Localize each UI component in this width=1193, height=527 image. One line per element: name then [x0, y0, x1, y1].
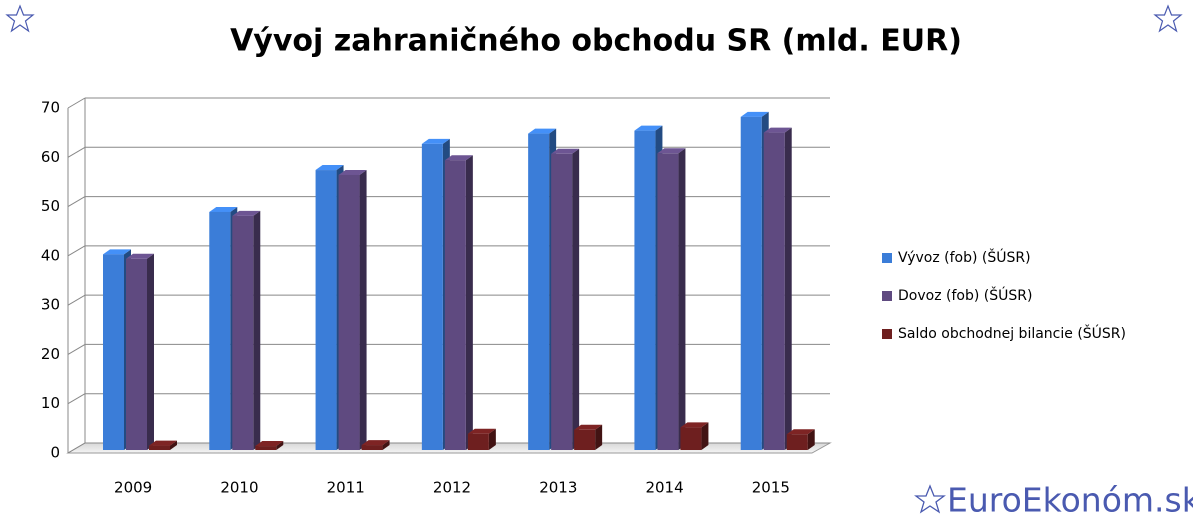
bar	[103, 254, 124, 450]
bar-top	[763, 127, 792, 133]
bar	[551, 153, 573, 451]
bar-top	[421, 138, 450, 144]
bar	[680, 427, 702, 450]
grid-line	[67, 196, 86, 208]
bar-top	[103, 249, 131, 255]
x-tick-label: 2011	[327, 479, 365, 497]
bar-top	[315, 165, 344, 171]
legend-swatch	[882, 291, 892, 301]
y-tick-label: 30	[41, 296, 60, 314]
bar	[657, 153, 679, 451]
legend-label: Vývoz (fob) (ŠÚSR)	[898, 248, 1031, 266]
bar-top	[467, 428, 496, 434]
legend-label: Dovoz (fob) (ŠÚSR)	[898, 286, 1032, 304]
bar-top	[634, 125, 663, 131]
grid-line	[67, 294, 86, 306]
bar	[126, 258, 147, 450]
bar-side	[276, 441, 284, 450]
bar-top	[574, 424, 603, 430]
bar-side	[382, 440, 390, 450]
bar-top	[786, 429, 815, 435]
star-icon	[1153, 4, 1183, 33]
bar	[315, 170, 337, 451]
bar-side	[147, 253, 154, 450]
bar	[421, 143, 443, 450]
bar	[467, 433, 489, 450]
x-tick-label: 2009	[114, 479, 152, 497]
bar-side	[595, 424, 603, 450]
grid-line	[67, 97, 86, 109]
bar-side	[678, 148, 686, 451]
bar-top	[528, 128, 557, 134]
bar-side	[488, 428, 496, 450]
bar	[209, 211, 231, 450]
bar	[763, 132, 785, 450]
y-tick-label: 50	[41, 197, 60, 215]
grid-line	[67, 442, 86, 454]
bar	[361, 445, 383, 450]
y-tick-label: 0	[50, 444, 60, 462]
bar-top	[740, 111, 769, 117]
y-tick-label: 70	[41, 99, 60, 117]
star-icon	[5, 4, 35, 33]
bar-side	[253, 210, 261, 450]
bar	[232, 215, 254, 450]
y-tick-label: 10	[41, 394, 60, 412]
bar	[149, 445, 170, 450]
bar-top	[209, 206, 238, 212]
bar-top	[361, 440, 390, 446]
legend-swatch	[882, 329, 892, 339]
bar	[528, 133, 550, 451]
bar-top	[232, 210, 261, 216]
y-tick-label: 40	[41, 246, 60, 264]
bar-side	[807, 429, 815, 450]
x-tick-label: 2015	[752, 479, 790, 497]
bar-top	[680, 422, 709, 428]
bar	[574, 429, 596, 450]
y-tick-label: 60	[41, 148, 60, 166]
bar-side	[784, 127, 792, 450]
x-tick-label: 2012	[433, 479, 471, 497]
bar-top	[551, 148, 580, 154]
bar	[255, 446, 277, 450]
bar	[634, 130, 656, 450]
star-icon	[914, 484, 946, 514]
bar	[444, 160, 466, 450]
bar	[740, 116, 762, 450]
bar	[786, 434, 808, 450]
legend-swatch	[882, 253, 892, 263]
bar-top	[255, 441, 284, 447]
bar-side	[701, 422, 709, 450]
chart-title: Vývoj zahraničného obchodu SR (mld. EUR)	[230, 24, 962, 59]
grid-line	[67, 343, 86, 355]
grid-line	[67, 146, 86, 158]
grid-line	[67, 393, 86, 405]
grid-line	[67, 245, 86, 257]
bar-side	[465, 155, 473, 450]
bar-top	[444, 155, 473, 161]
bar-top	[657, 148, 686, 154]
bar	[338, 174, 360, 450]
x-tick-label: 2014	[645, 479, 683, 497]
legend-label: Saldo obchodnej bilancie (ŠÚSR)	[898, 324, 1126, 342]
bar-side	[170, 440, 177, 450]
bar-top	[149, 440, 177, 446]
x-tick-label: 2013	[539, 479, 577, 497]
bar-side	[359, 169, 367, 450]
y-tick-label: 20	[41, 345, 60, 363]
bar-side	[572, 148, 580, 451]
watermark: EuroEkonóm.sk	[947, 481, 1193, 520]
x-tick-label: 2010	[220, 479, 258, 497]
bar-top	[126, 253, 154, 259]
bar-top	[338, 169, 367, 175]
